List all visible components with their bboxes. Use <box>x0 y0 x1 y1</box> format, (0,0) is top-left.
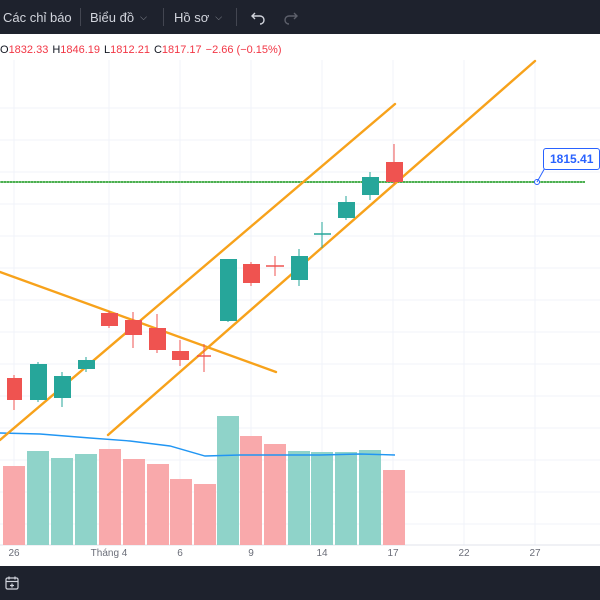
volume-bar <box>311 452 333 545</box>
chart-type-label: Biểu đồ <box>90 9 135 25</box>
toolbar-divider <box>80 8 81 26</box>
indicators-label: Các chỉ báo <box>3 9 72 25</box>
candle <box>362 172 379 200</box>
volume-bar <box>99 449 121 545</box>
close-label: C <box>153 44 162 56</box>
volume-bar <box>194 484 216 545</box>
candle <box>78 357 95 372</box>
candle <box>291 249 308 286</box>
toolbar-divider <box>236 8 237 26</box>
open-value: 1832.33 <box>8 44 49 56</box>
ohlc-legend: O1832.33 H1846.19 L1812.21 C1817.17 −2.6… <box>0 40 282 60</box>
open-label: O <box>0 44 9 56</box>
price-change: −2.66 (−0.15%) <box>205 44 282 56</box>
volume-bar <box>383 470 405 545</box>
volume-bar <box>123 459 145 545</box>
low-value: 1812.21 <box>110 44 150 56</box>
bottom-toolbar <box>0 566 600 600</box>
close-value: 1817.17 <box>161 44 202 56</box>
volume-bar <box>288 451 310 545</box>
volume-ma-line <box>0 432 396 457</box>
candles <box>7 144 403 410</box>
candle <box>386 144 403 184</box>
candle <box>314 222 331 248</box>
volume-bar <box>264 444 286 545</box>
volume-bar <box>359 450 381 545</box>
volume-bar <box>240 436 262 545</box>
candle <box>149 314 166 353</box>
volume-bars <box>3 416 405 545</box>
x-axis-label: 26 <box>8 548 20 559</box>
candle <box>101 311 118 328</box>
profile-button[interactable]: Hồ sơ ⌵ <box>174 0 222 34</box>
candle <box>30 362 47 402</box>
x-axis-label: 14 <box>316 548 328 559</box>
x-axis-label: 17 <box>387 548 399 559</box>
x-axis-label: 22 <box>458 548 470 559</box>
undo-icon <box>251 12 265 25</box>
candle <box>54 372 71 407</box>
candle <box>7 375 22 410</box>
volume-bar <box>217 416 239 545</box>
undo-button[interactable] <box>250 0 266 34</box>
x-axis-label: Tháng 4 <box>90 548 128 559</box>
x-axis-label: 9 <box>248 548 254 559</box>
candle <box>172 340 189 366</box>
volume-bar <box>335 452 357 545</box>
volume-bar <box>3 466 25 545</box>
volume-bar <box>27 451 49 545</box>
trendlines[interactable] <box>0 59 537 442</box>
calendar-icon[interactable] <box>4 575 20 591</box>
high-label: H <box>52 44 61 56</box>
candle <box>197 344 211 372</box>
x-axis-label: 6 <box>177 548 183 559</box>
candle <box>125 312 142 348</box>
volume-bar <box>51 458 73 545</box>
low-label: L <box>104 44 111 56</box>
candle <box>338 196 355 220</box>
indicators-button[interactable]: Các chỉ báo <box>3 0 72 34</box>
chevron-down-icon: ⌵ <box>140 11 147 22</box>
chart-type-button[interactable]: Biểu đồ ⌵ <box>90 0 147 34</box>
volume-bar <box>147 464 169 545</box>
high-value: 1846.19 <box>60 44 101 56</box>
horizontal-line-price-label[interactable]: 1815.41 <box>543 148 600 170</box>
redo-icon <box>284 12 298 25</box>
volume-bar <box>75 454 97 545</box>
x-axis-label: 27 <box>529 548 541 559</box>
candle <box>266 256 284 276</box>
candle <box>220 259 237 322</box>
top-toolbar: Các chỉ báo Biểu đồ ⌵ Hồ sơ ⌵ <box>0 0 600 34</box>
candle <box>243 262 260 286</box>
profile-label: Hồ sơ <box>174 9 210 25</box>
chevron-down-icon: ⌵ <box>215 11 223 22</box>
toolbar-divider <box>163 8 164 26</box>
volume-bar <box>170 479 192 545</box>
redo-button[interactable] <box>283 0 299 34</box>
